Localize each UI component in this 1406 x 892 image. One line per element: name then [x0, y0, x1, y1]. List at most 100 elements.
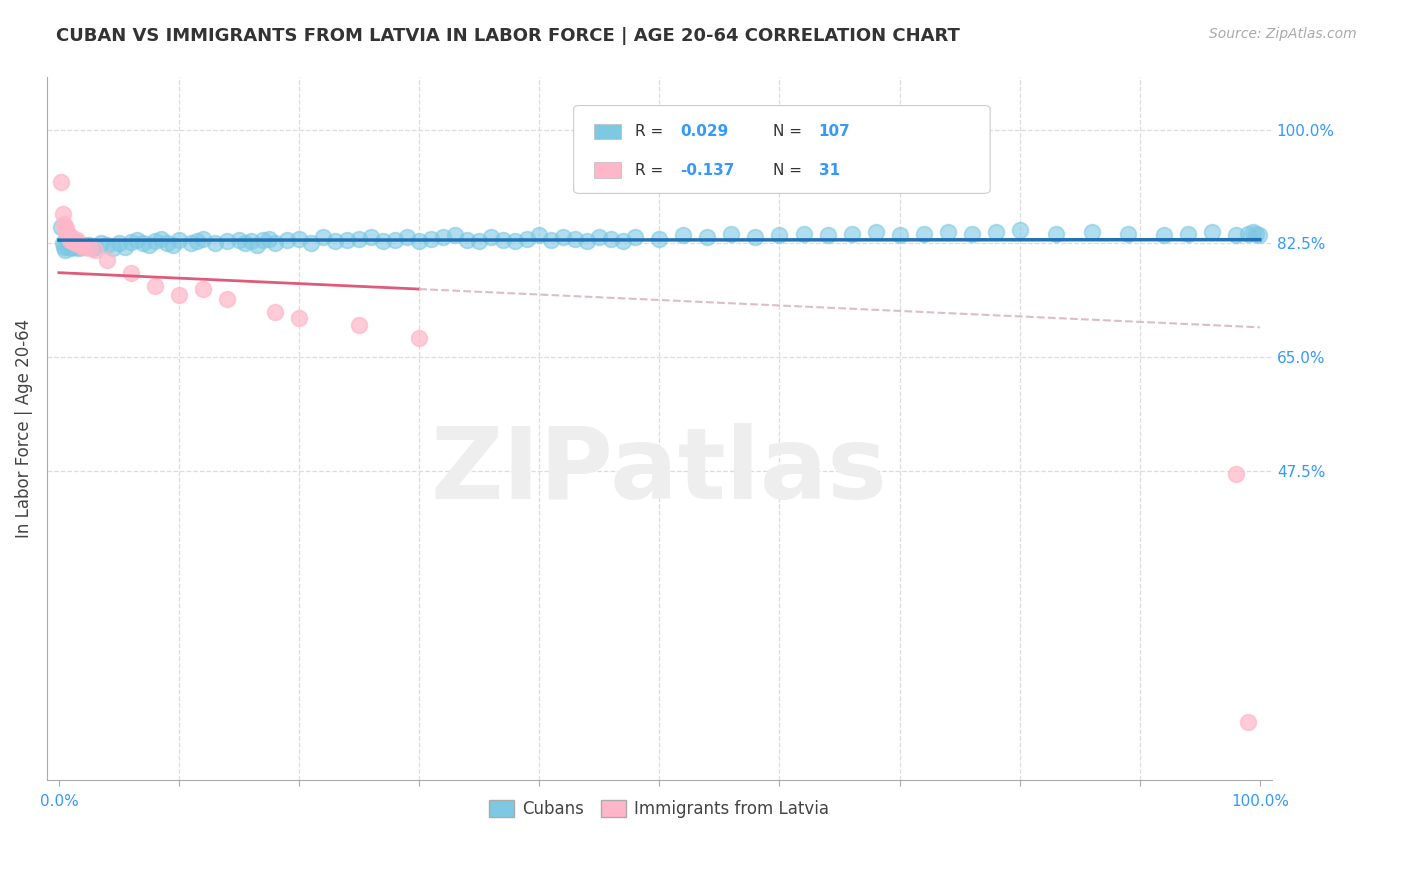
Point: [67, 241, 90, 255]
Point: [648, 232, 671, 246]
Point: [1116, 227, 1139, 241]
Point: [347, 232, 370, 246]
Text: 0.029: 0.029: [681, 124, 728, 139]
Point: [51, 236, 73, 251]
Point: [1080, 225, 1102, 239]
Point: [180, 236, 202, 251]
Point: [215, 235, 238, 249]
Point: [60, 235, 83, 249]
Point: [108, 236, 131, 251]
Point: [312, 230, 335, 244]
Point: [792, 227, 814, 241]
Point: [1008, 223, 1031, 237]
Point: [167, 288, 190, 302]
Point: [516, 232, 538, 246]
Point: [576, 235, 599, 249]
Point: [77, 241, 100, 255]
Point: [53, 223, 76, 237]
Point: [960, 227, 983, 241]
FancyBboxPatch shape: [595, 124, 621, 139]
Point: [149, 232, 172, 246]
Point: [299, 236, 322, 251]
FancyBboxPatch shape: [574, 105, 990, 194]
Point: [323, 235, 346, 249]
Point: [420, 232, 443, 246]
Point: [59, 233, 82, 247]
Point: [444, 227, 467, 242]
Point: [228, 233, 250, 247]
Point: [1201, 225, 1223, 239]
Point: [53, 243, 76, 257]
Point: [1247, 227, 1270, 242]
Legend: Cubans, Immigrants from Latvia: Cubans, Immigrants from Latvia: [482, 793, 837, 825]
Point: [336, 233, 359, 247]
Point: [479, 230, 502, 244]
Point: [60, 238, 83, 252]
Point: [1225, 227, 1247, 242]
Point: [1237, 227, 1260, 241]
Point: [56, 227, 79, 241]
Point: [73, 237, 96, 252]
Point: [624, 230, 647, 244]
Point: [90, 236, 112, 251]
Point: [257, 232, 280, 246]
Point: [66, 233, 89, 247]
Point: [63, 239, 86, 253]
Point: [492, 233, 515, 247]
Point: [204, 235, 226, 250]
Point: [912, 227, 935, 241]
Point: [408, 235, 430, 249]
Point: [720, 227, 742, 241]
Point: [70, 240, 93, 254]
Point: [817, 227, 839, 242]
Point: [138, 238, 160, 252]
Point: [62, 233, 84, 247]
Point: [240, 235, 263, 249]
Text: N =: N =: [773, 124, 807, 139]
Point: [600, 232, 623, 246]
Point: [347, 318, 370, 332]
Point: [59, 230, 82, 244]
Point: [191, 282, 214, 296]
Point: [69, 238, 91, 252]
Text: R =: R =: [636, 162, 668, 178]
Point: [51, 175, 73, 189]
Point: [373, 235, 395, 249]
FancyBboxPatch shape: [595, 162, 621, 178]
Point: [696, 230, 718, 244]
Point: [360, 230, 382, 244]
Point: [58, 227, 80, 242]
Point: [84, 240, 107, 254]
Point: [936, 225, 959, 239]
Point: [456, 233, 478, 247]
Point: [66, 236, 89, 251]
Point: [156, 235, 179, 250]
Point: [1241, 225, 1264, 239]
Point: [540, 233, 562, 247]
Point: [264, 304, 287, 318]
Text: -0.137: -0.137: [681, 162, 734, 178]
Point: [101, 241, 124, 255]
Point: [59, 240, 82, 254]
Point: [84, 243, 107, 257]
Point: [132, 236, 155, 251]
Text: R =: R =: [636, 124, 668, 139]
Point: [125, 233, 148, 247]
Point: [529, 227, 551, 242]
Point: [396, 230, 419, 244]
Point: [59, 241, 82, 255]
Point: [672, 227, 695, 242]
Point: [503, 235, 526, 249]
Point: [72, 239, 94, 253]
Point: [1246, 227, 1268, 241]
Text: Source: ZipAtlas.com: Source: ZipAtlas.com: [1209, 27, 1357, 41]
Point: [553, 230, 575, 244]
Point: [82, 241, 104, 255]
Point: [77, 238, 100, 252]
Point: [233, 236, 256, 251]
Point: [51, 207, 73, 221]
Point: [62, 240, 84, 254]
Point: [186, 235, 208, 249]
Text: CUBAN VS IMMIGRANTS FROM LATVIA IN LABOR FORCE | AGE 20-64 CORRELATION CHART: CUBAN VS IMMIGRANTS FROM LATVIA IN LABOR…: [56, 27, 960, 45]
Point: [58, 236, 80, 251]
